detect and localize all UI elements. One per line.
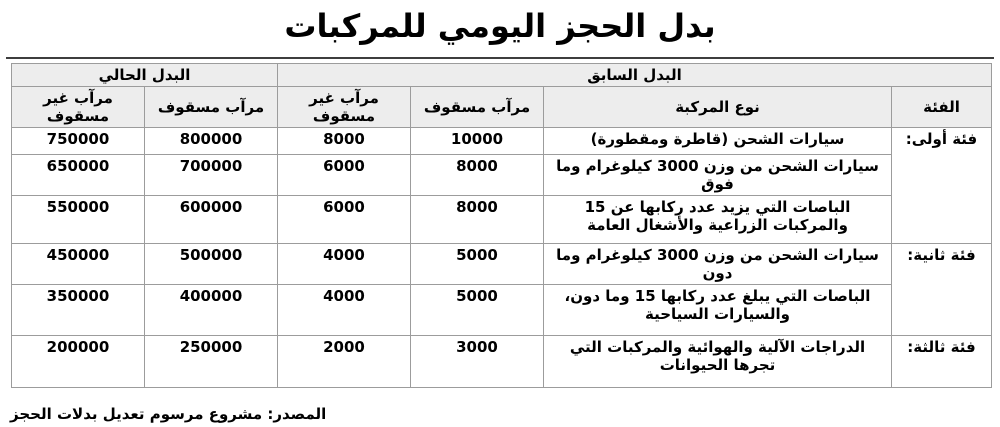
prev-uncovered-cell: 4000 [277, 284, 411, 337]
prev-uncovered-cell: 6000 [277, 154, 411, 197]
column-header-prev-uncovered-garage: مرآب غير مسقوف [277, 86, 411, 129]
table-row: فئة أولى: سيارات الشحن (قاطرة ومقطورة) 1… [10, 127, 992, 245]
curr-uncovered-cell: 450000 [10, 243, 146, 286]
source-note: المصدر: مشروع مرسوم تعديل بدلات الحجز [10, 405, 327, 424]
table-row: فئة ثانية: سيارات الشحن من وزن 3000 كيلو… [10, 243, 992, 337]
curr-covered-cell: 250000 [144, 335, 278, 389]
prev-uncovered-cell: 6000 [277, 195, 411, 245]
curr-uncovered-cell: 200000 [10, 335, 146, 389]
category-cell-second: فئة ثانية: [891, 243, 992, 337]
table-row: الباصات التي يزيد عدد ركابها عن 15 والمر… [10, 195, 991, 245]
prev-covered-cell: 8000 [410, 154, 544, 197]
category-cell-first: فئة أولى: [891, 127, 992, 245]
curr-uncovered-cell: 650000 [10, 154, 146, 197]
curr-covered-cell: 800000 [144, 127, 278, 156]
column-header-category: الفئة [891, 86, 992, 129]
prev-uncovered-cell: 2000 [277, 335, 411, 389]
prev-covered-cell: 3000 [410, 335, 544, 389]
column-header-curr-covered-garage: مرآب مسقوف [144, 86, 278, 129]
group-header-current-allowance: البدل الحالي [10, 63, 279, 88]
prev-uncovered-cell: 4000 [277, 243, 411, 286]
curr-uncovered-cell: 750000 [10, 127, 146, 156]
curr-covered-cell: 700000 [144, 154, 278, 197]
vehicle-type-cell: سيارات الشحن من وزن 3000 كيلوغرام وما دو… [543, 243, 892, 286]
prev-covered-cell: 5000 [410, 243, 544, 286]
table-row: الباصات التي يبلغ عدد ركابها 15 وما دون،… [10, 284, 991, 337]
table-column-header-row: الفئة نوع المركبة مرآب مسقوف مرآب غير مس… [10, 86, 992, 129]
title-divider-rule [6, 57, 994, 60]
curr-uncovered-cell: 350000 [10, 284, 146, 337]
page-title: بدل الحجز اليومي للمركبات [284, 7, 716, 45]
curr-covered-cell: 400000 [144, 284, 278, 337]
vehicle-type-cell: الباصات التي يزيد عدد ركابها عن 15 والمر… [543, 195, 892, 245]
prev-uncovered-cell: 8000 [277, 127, 411, 156]
table-group-header-row: البدل السابق البدل الحالي [10, 63, 992, 88]
curr-covered-cell: 600000 [144, 195, 278, 245]
column-header-vehicle-type: نوع المركبة [543, 86, 892, 129]
curr-covered-cell: 500000 [144, 243, 278, 286]
vehicle-type-cell: سيارات الشحن (قاطرة ومقطورة) [543, 127, 892, 156]
table-row: سيارات الشحن من وزن 3000 كيلوغرام وما فو… [10, 154, 991, 197]
curr-uncovered-cell: 550000 [10, 195, 146, 245]
vehicle-reservation-fees-table: البدل السابق البدل الحالي الفئة نوع المر… [10, 63, 992, 389]
column-header-curr-uncovered-garage: مرآب غير مسقوف [10, 86, 146, 129]
category-cell-third: فئة ثالثة: [891, 335, 992, 389]
prev-covered-cell: 5000 [410, 284, 544, 337]
vehicle-type-cell: الباصات التي يبلغ عدد ركابها 15 وما دون،… [543, 284, 892, 337]
vehicle-type-cell: الدراجات الآلية والهوائية والمركبات التي… [543, 335, 892, 389]
column-header-prev-covered-garage: مرآب مسقوف [410, 86, 544, 129]
vehicle-type-cell: سيارات الشحن من وزن 3000 كيلوغرام وما فو… [543, 154, 892, 197]
prev-covered-cell: 8000 [410, 195, 544, 245]
prev-covered-cell: 10000 [410, 127, 544, 156]
group-header-previous-allowance: البدل السابق [277, 63, 992, 88]
table-row: فئة ثالثة: الدراجات الآلية والهوائية وال… [10, 335, 992, 389]
